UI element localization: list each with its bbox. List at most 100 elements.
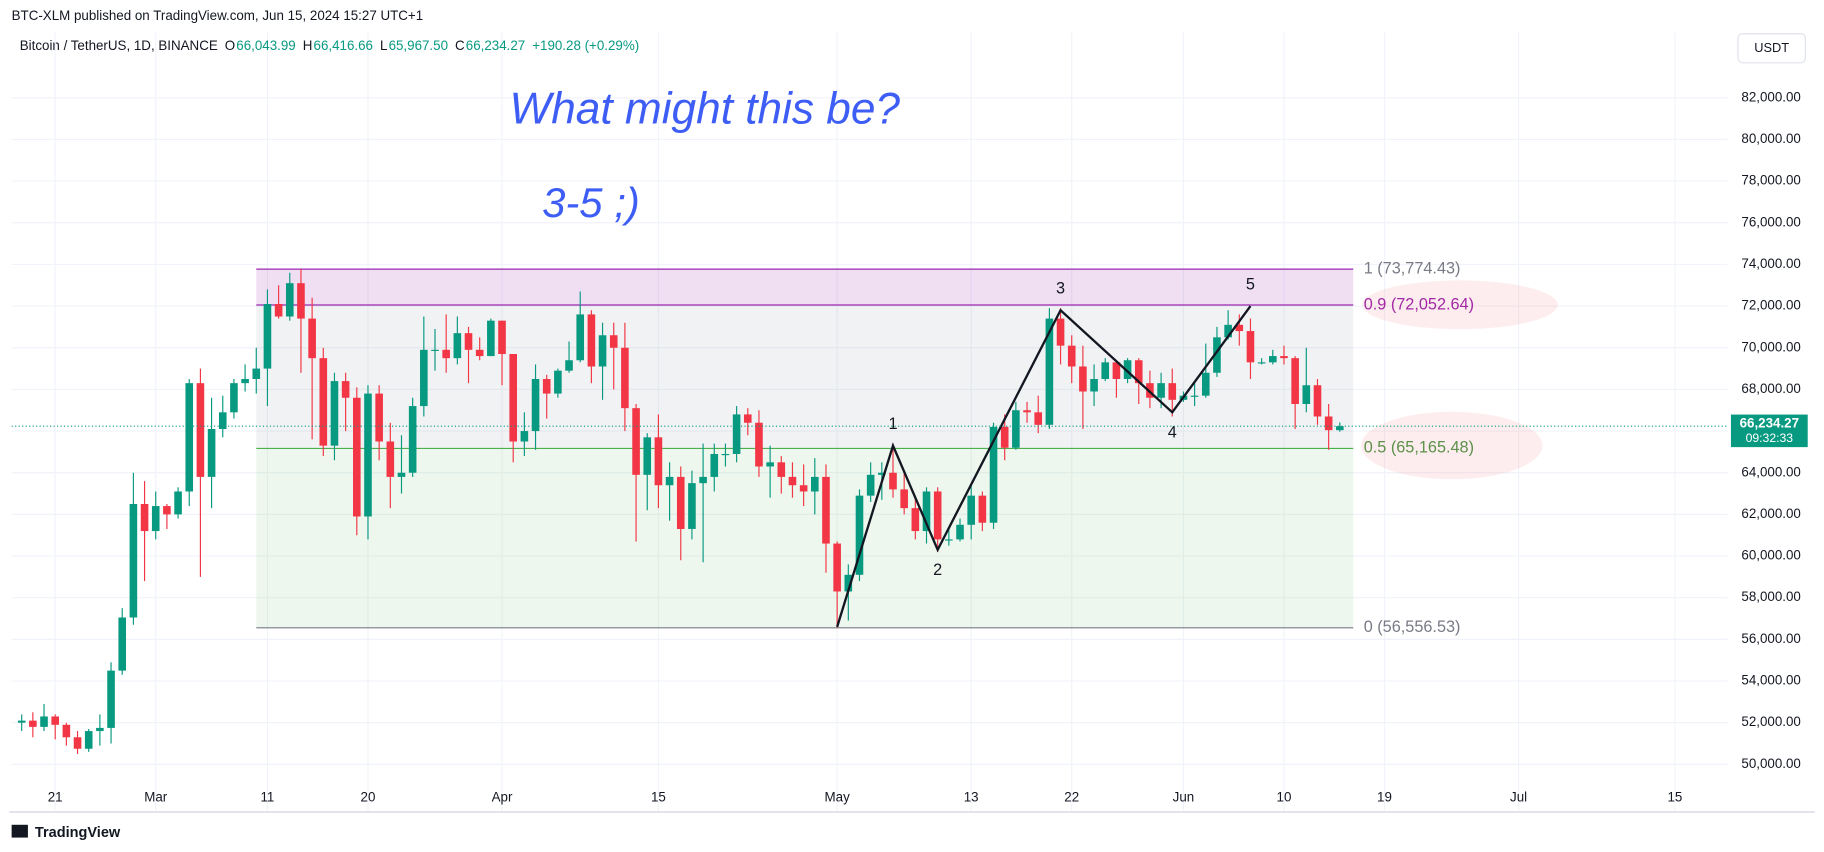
candle-body [487, 320, 495, 357]
x-tick-label: May [825, 790, 851, 805]
candle-body [185, 383, 194, 492]
currency-button[interactable] [1737, 33, 1806, 64]
candle-body [330, 381, 339, 446]
x-tick-label: 11 [261, 790, 275, 805]
published-line: BTC-XLM published on TradingView.com, Ju… [12, 8, 424, 23]
x-tick-label: 13 [964, 790, 979, 805]
candle-body [1246, 331, 1255, 363]
candle-body [1000, 426, 1009, 448]
ohlc-value: 65,967.50 [389, 38, 448, 53]
candle-body [855, 495, 864, 575]
candle-body [297, 283, 305, 319]
y-tick-label: 80,000.00 [1741, 131, 1800, 146]
ohlc-key: C [455, 38, 465, 53]
candle-body [1123, 360, 1132, 379]
y-tick-label: 72,000.00 [1741, 298, 1800, 313]
candle-body [420, 349, 428, 407]
y-tick-label: 52,000.00 [1741, 714, 1800, 729]
candle-body [1291, 358, 1299, 404]
candle-body [1190, 395, 1199, 397]
candle-body [1201, 372, 1210, 396]
candle-body [308, 318, 316, 359]
candle-body [1034, 412, 1043, 425]
countdown: 09:32:33 [1746, 431, 1794, 445]
wave-label: 1 [888, 415, 897, 433]
candle-body [1257, 362, 1266, 364]
candle-body [51, 716, 59, 725]
candle-body [866, 474, 875, 496]
y-tick-label: 68,000.00 [1741, 381, 1800, 396]
candle-body [945, 539, 953, 541]
candle-body [140, 503, 149, 532]
candle-body [263, 304, 272, 369]
candle-body [62, 724, 71, 738]
y-tick-label: 56,000.00 [1741, 631, 1800, 646]
y-tick-label: 62,000.00 [1741, 506, 1800, 521]
candle-body [621, 347, 629, 409]
x-tick-label: 15 [1668, 790, 1683, 805]
candle-body [956, 524, 964, 540]
y-tick-label: 82,000.00 [1741, 89, 1800, 104]
candle-body [96, 727, 104, 732]
candle-body [285, 283, 294, 317]
y-tick-label: 70,000.00 [1741, 339, 1800, 354]
ohlc-value: 66,416.66 [314, 38, 373, 53]
ohlc-value: 66,043.99 [236, 38, 295, 53]
x-tick-label: 19 [1377, 790, 1392, 805]
wave-line [836, 305, 1252, 628]
candle-body [1313, 385, 1322, 417]
candle-body [509, 353, 517, 442]
candle-body [889, 472, 897, 490]
candle-body [576, 314, 585, 361]
x-tick-label: 22 [1064, 790, 1079, 805]
candle-body [844, 574, 853, 592]
candle-body [822, 476, 830, 544]
y-tick-label: 64,000.00 [1741, 464, 1800, 479]
ohlc-value: 66,234.27 [466, 38, 525, 53]
ohlc-key: H [303, 38, 313, 53]
candle-body [174, 491, 182, 515]
candle-body [1067, 345, 1076, 367]
candle-body [442, 349, 450, 359]
x-tick-label: 15 [651, 790, 666, 805]
candle-body [833, 543, 841, 592]
candle-body [654, 437, 663, 486]
candle-body [978, 495, 987, 523]
x-tick-label: Jun [1173, 790, 1195, 805]
candle-body [498, 320, 506, 354]
fib-label: 0.9 (72,052.64) [1364, 295, 1474, 313]
price-label: 66,234.27 [1740, 415, 1799, 430]
x-tick-label: Mar [144, 790, 168, 805]
x-tick-label: 10 [1277, 790, 1292, 805]
candle-body [475, 349, 484, 357]
currency[interactable]: USDT [1754, 40, 1789, 55]
candle-body [710, 453, 719, 477]
x-tick-label: Jul [1510, 790, 1527, 805]
candle-body [1023, 410, 1031, 413]
annotation: What might this be? [510, 84, 901, 133]
fib-zone [256, 269, 1354, 305]
y-tick-label: 50,000.00 [1741, 756, 1800, 771]
y-tick-label: 58,000.00 [1741, 589, 1800, 604]
candle-body [1090, 378, 1098, 392]
candle-body [431, 349, 439, 351]
x-tick-label: Apr [492, 790, 513, 805]
candle-body [900, 489, 908, 509]
candle-body [598, 335, 607, 367]
candle-body [922, 491, 931, 532]
candle-body [1224, 324, 1232, 338]
candle-body [397, 472, 406, 477]
candle-body [118, 617, 127, 671]
candle-body [196, 383, 205, 477]
candle-body [1079, 366, 1087, 392]
fib-label: 0 (56,556.53) [1364, 618, 1461, 636]
candle-body [699, 476, 707, 484]
fib-label: 0.5 (65,165.48) [1364, 439, 1474, 457]
candle-body [1280, 356, 1288, 359]
candle-body [732, 414, 741, 454]
candle-body [1235, 324, 1244, 332]
candle-body [1056, 318, 1065, 346]
y-tick-label: 76,000.00 [1741, 214, 1800, 229]
wave-label: 4 [1168, 424, 1177, 442]
candle-body [84, 731, 93, 749]
